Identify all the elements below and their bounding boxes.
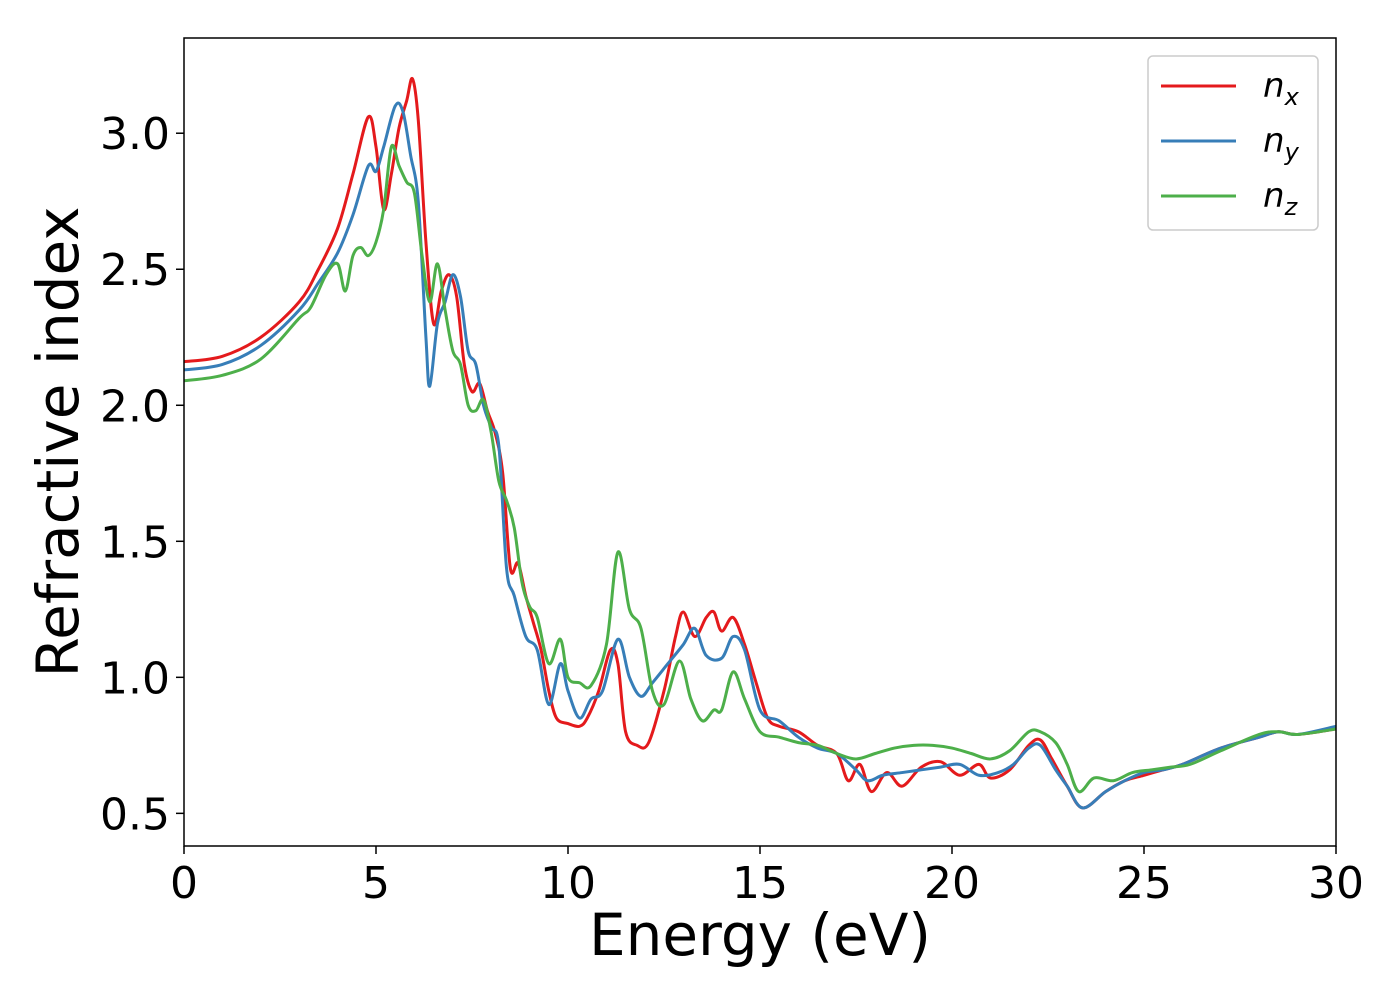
- y-tick-label: 3.0: [100, 109, 170, 160]
- x-axis-ticks: 0 5 10 15 20 25 30: [170, 846, 1364, 909]
- legend-label-sub: z: [1284, 193, 1299, 221]
- y-axis-ticks: 0.5 1.0 1.5 2.0 2.5 3.0: [100, 109, 184, 840]
- x-tick-label: 10: [540, 858, 596, 909]
- x-tick-label: 0: [170, 858, 198, 909]
- legend-label-sub: y: [1284, 138, 1300, 166]
- x-tick-label: 25: [1116, 858, 1172, 909]
- x-tick-label: 30: [1308, 858, 1364, 909]
- legend-label-main: n: [1263, 176, 1285, 216]
- y-tick-label: 1.0: [100, 653, 170, 704]
- y-tick-label: 2.0: [100, 381, 170, 432]
- y-tick-label: 0.5: [100, 789, 170, 840]
- x-axis-title: Energy (eV): [589, 901, 931, 969]
- x-tick-label: 20: [924, 858, 980, 909]
- legend-label-y: ny: [1263, 121, 1300, 166]
- series-line-y: [184, 101, 1336, 810]
- legend-label-main: n: [1263, 121, 1285, 161]
- legend-label-z: nz: [1263, 176, 1299, 221]
- series-line-z: [184, 143, 1336, 794]
- y-axis-title: Refractive index: [24, 206, 92, 677]
- series-lines: [184, 76, 1336, 810]
- legend-label-main: n: [1263, 66, 1285, 106]
- legend-label-sub: x: [1284, 83, 1300, 111]
- legend-label-x: nx: [1263, 66, 1300, 111]
- series-line-x: [184, 76, 1336, 810]
- y-tick-label: 1.5: [100, 517, 170, 568]
- legend-frame: [1147, 55, 1319, 231]
- x-tick-label: 15: [732, 858, 788, 909]
- y-tick-label: 2.5: [100, 245, 170, 296]
- x-tick-label: 5: [362, 858, 390, 909]
